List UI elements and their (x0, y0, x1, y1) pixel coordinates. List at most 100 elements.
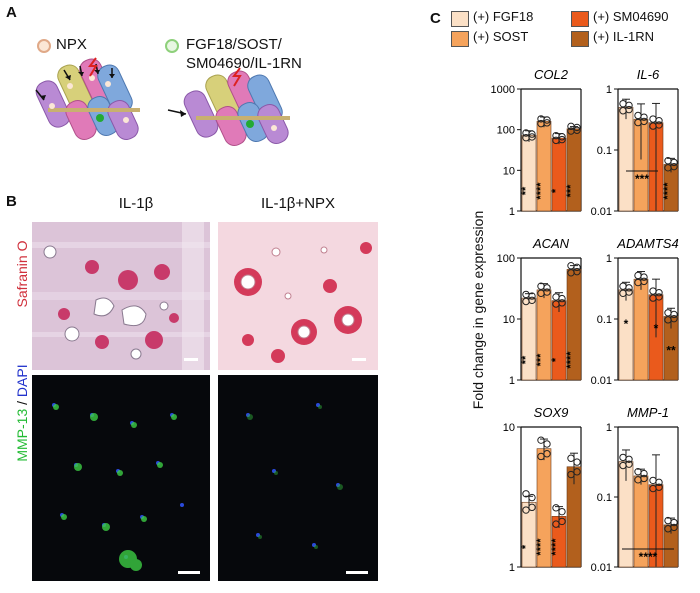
data-point (567, 122, 575, 131)
legend-swatch-sost (451, 31, 469, 47)
tick-label: 10 (503, 165, 515, 177)
tick-label: 1000 (491, 84, 515, 96)
data-point (664, 516, 672, 525)
tick-label: 1 (509, 206, 515, 218)
data-point (619, 453, 627, 462)
data-point (655, 121, 663, 129)
fluorescence-image-il1b (32, 375, 210, 581)
data-point (634, 111, 642, 120)
data-point (625, 460, 633, 468)
significance-label: ** (520, 355, 532, 364)
tick-label: 1 (509, 562, 515, 574)
tick-label: 0.1 (597, 492, 612, 504)
bar (618, 289, 634, 381)
significance-label: ** (666, 343, 676, 357)
tick-label: 1 (606, 422, 612, 434)
tick-label: 10 (503, 314, 515, 326)
chart-title: SOX9 (534, 405, 569, 420)
data-point (543, 450, 551, 458)
chart-title: IL-6 (637, 67, 660, 82)
drug-legend-label-line1: FGF18/SOST/ (186, 36, 282, 53)
data-point (634, 467, 642, 476)
tick-label: 1 (606, 84, 612, 96)
col-header-il1b: IL-1β (118, 195, 154, 212)
data-point (543, 288, 551, 296)
data-point (655, 293, 663, 301)
data-point (649, 287, 657, 295)
legend-label-fgf18: (+) FGF18 (473, 9, 534, 24)
data-point (655, 483, 663, 491)
data-point (567, 470, 575, 479)
significance-label: ** (520, 186, 532, 195)
bar (566, 128, 582, 212)
data-point (552, 520, 560, 528)
legend-swatch-il1rn (571, 31, 589, 47)
data-point (649, 476, 657, 485)
chart-title: ADAMTS4 (616, 236, 678, 251)
npx-network-left (35, 57, 140, 140)
tick-label: 100 (497, 253, 515, 265)
panel-b-label: B (6, 193, 17, 210)
data-point (573, 468, 581, 476)
tick-label: 1 (509, 375, 515, 387)
drug-legend-label-line2: SM04690/IL-1RN (186, 55, 302, 72)
data-point (573, 267, 581, 276)
data-point (640, 277, 648, 286)
data-point (640, 474, 648, 483)
safranin-image-il1b-npx (218, 222, 378, 370)
significance-label: **** (565, 351, 577, 369)
bar (521, 297, 537, 381)
safranin-image-il1b (32, 222, 210, 370)
legend-label-sost: (+) SOST (473, 29, 529, 44)
data-point (558, 517, 566, 526)
data-point (552, 293, 560, 301)
data-point (522, 129, 530, 137)
significance-label: * (550, 188, 562, 193)
data-point (619, 99, 627, 108)
data-point (640, 117, 648, 126)
data-point (552, 131, 560, 140)
data-point (664, 309, 672, 317)
data-point (664, 157, 672, 165)
data-point (537, 282, 545, 290)
npx-legend-label: NPX (56, 36, 87, 53)
significance-label: **** (639, 550, 658, 564)
col-header-il1b-npx: IL-1β+NPX (260, 195, 336, 212)
significance-label: *** (565, 184, 577, 198)
significance-label: *** (635, 172, 649, 186)
data-point (619, 282, 627, 290)
data-point (522, 490, 530, 498)
significance-label: *** (535, 353, 547, 367)
legend-swatch-sm04690 (571, 11, 589, 27)
data-point (528, 503, 536, 512)
chart-title: MMP-1 (627, 405, 669, 420)
data-point (670, 523, 678, 532)
panel-a-label: A (6, 4, 17, 21)
data-point (528, 493, 536, 502)
data-point (649, 115, 657, 123)
drug-legend-dot (165, 39, 179, 53)
data-point (552, 504, 560, 512)
significance-label: **** (550, 538, 562, 556)
significance-label: * (624, 317, 629, 331)
tick-label: 100 (497, 125, 515, 137)
data-point (528, 296, 536, 305)
data-point (567, 262, 575, 270)
data-point (543, 440, 551, 448)
bar (633, 278, 649, 381)
tick-label: 1 (606, 253, 612, 265)
data-point (543, 119, 551, 127)
significance-label: **** (535, 538, 547, 556)
data-point (670, 162, 678, 171)
data-point (634, 271, 642, 280)
bar (618, 107, 634, 212)
significance-label: **** (535, 182, 547, 200)
data-point (537, 452, 545, 461)
significance-label: * (520, 544, 532, 549)
data-point (558, 135, 566, 144)
fluorescence-image-il1b-npx (218, 375, 378, 581)
legend-label-sm04690: (+) SM04690 (593, 9, 669, 24)
data-point (528, 133, 536, 141)
data-point (625, 288, 633, 296)
